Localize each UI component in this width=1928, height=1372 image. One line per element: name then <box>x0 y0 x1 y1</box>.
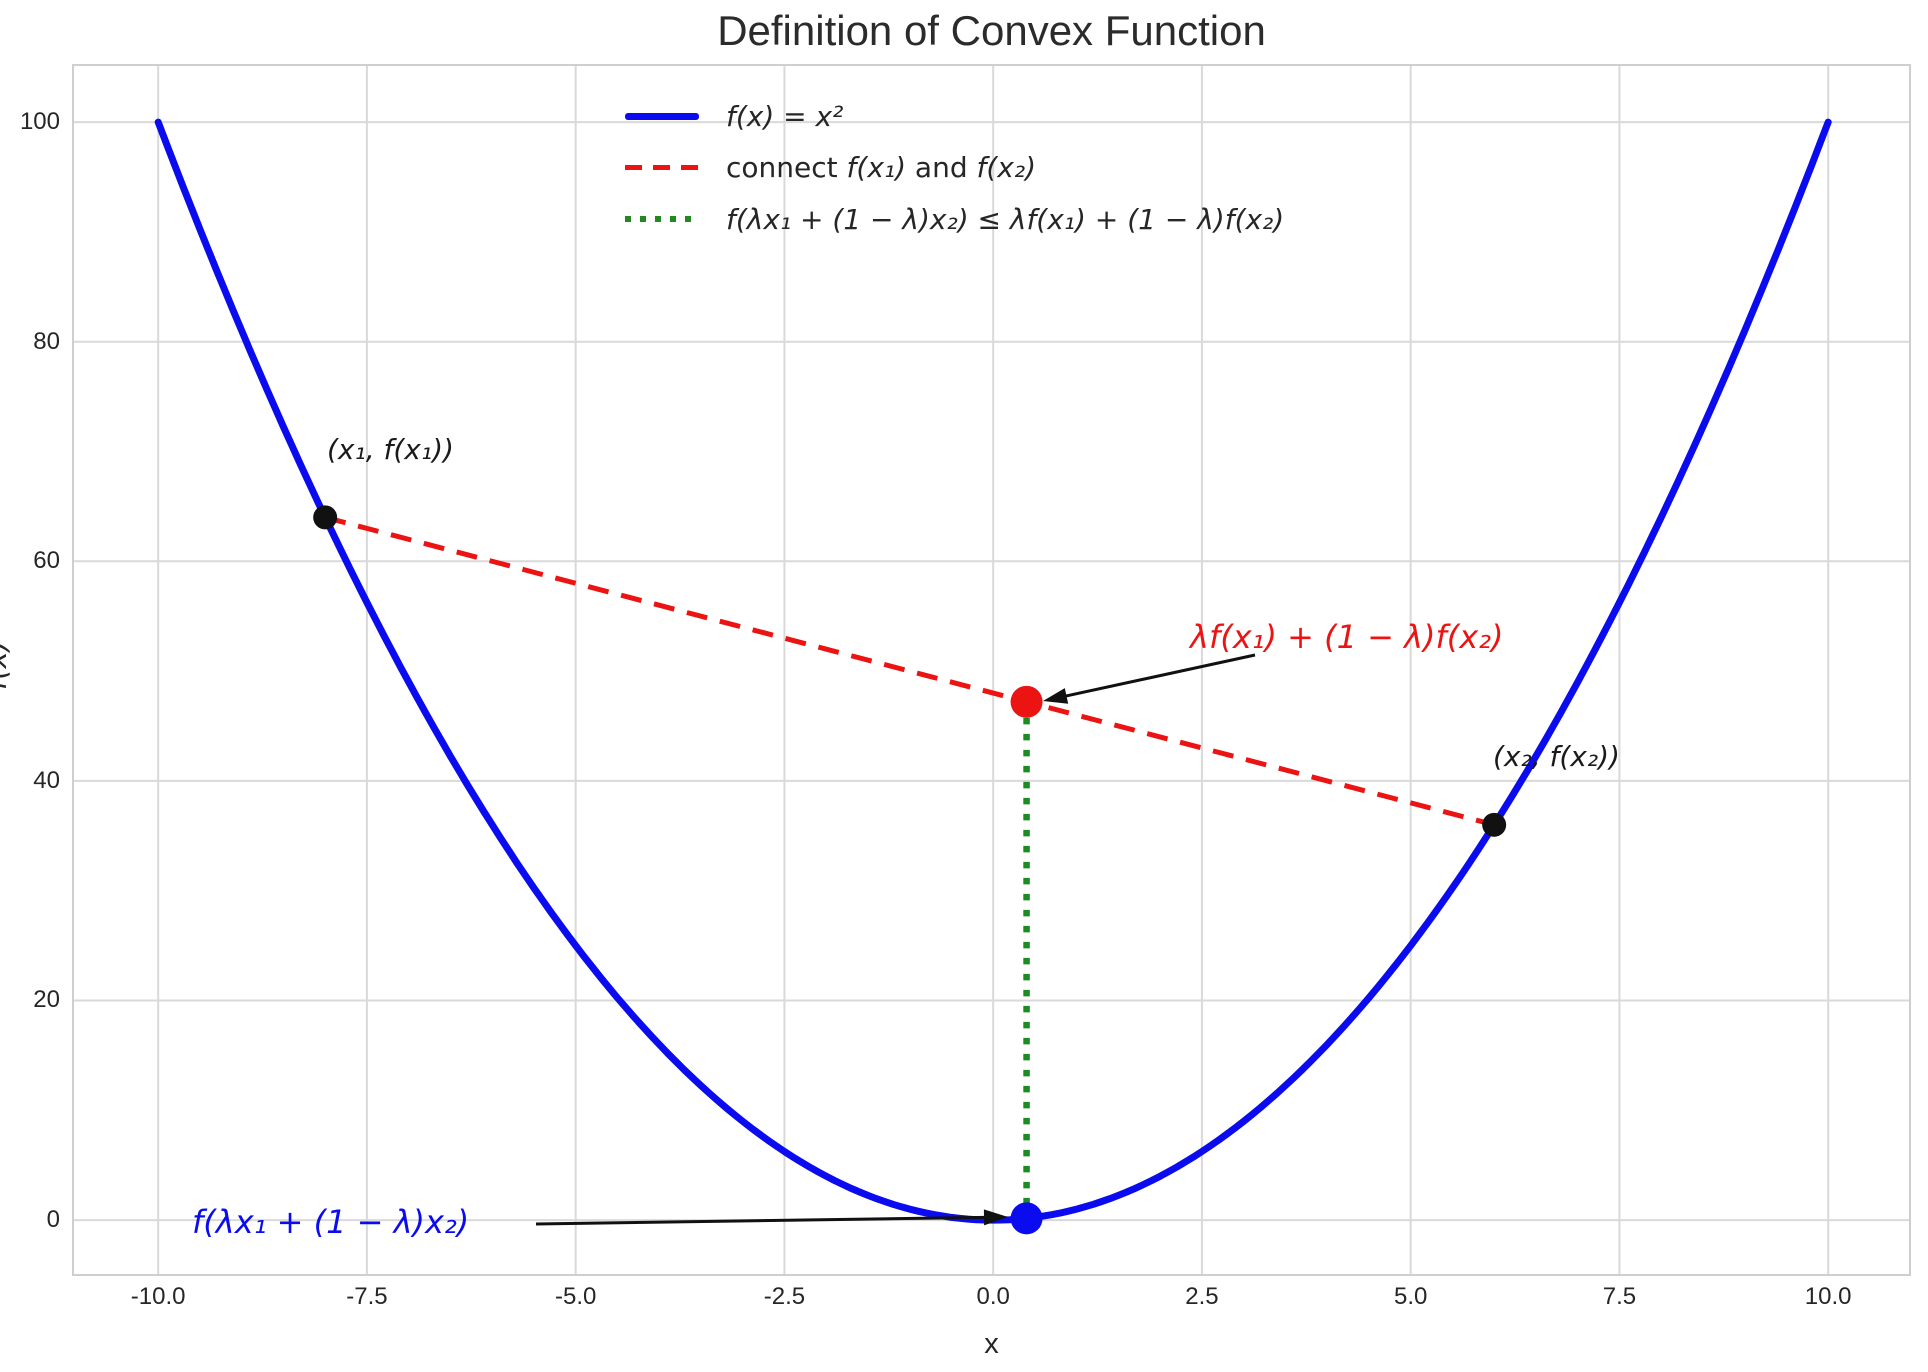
chord-annotation-arrow-head <box>1043 688 1069 704</box>
legend-label-chord: connect f(x₁) and f(x₂) <box>726 151 1036 184</box>
curve-annotation-arrow <box>535 1215 994 1226</box>
point-curve <box>1010 1202 1043 1235</box>
point-chord <box>1010 685 1043 718</box>
legend-label-inequality: f(λx₁ + (1 − λ)x₂) ≤ λf(x₁) + (1 − λ)f(x… <box>726 202 1285 236</box>
x-tick-label: 7.5 <box>1602 1283 1637 1310</box>
legend-label-chord-math-1: f(x₁) <box>846 150 907 184</box>
legend-item-chord: connect f(x₁) and f(x₂) <box>625 148 1036 186</box>
x-tick-label: -5.0 <box>554 1283 597 1310</box>
legend-item-curve: f(x) = x² <box>625 97 843 135</box>
x-tick-label: 10.0 <box>1804 1283 1852 1310</box>
legend-label-chord-math-2: f(x₂) <box>976 150 1037 184</box>
chart-title: Definition of Convex Function <box>717 7 1266 54</box>
x-tick-label: -10.0 <box>130 1283 186 1310</box>
legend-label-chord-text-1: connect <box>726 150 847 184</box>
legend-line-solid-icon <box>625 112 699 120</box>
y-tick-label: 60 <box>33 547 60 575</box>
y-tick-label: 0 <box>46 1206 60 1234</box>
chord-line <box>324 514 1495 828</box>
chord-annotation-arrow <box>1056 653 1256 700</box>
legend-label-curve: f(x) = x² <box>726 99 844 133</box>
y-tick-label: 40 <box>33 766 60 794</box>
point-x2 <box>1482 812 1507 837</box>
legend-line-dotted-icon <box>625 216 699 222</box>
x-tick-label: 5.0 <box>1393 1283 1428 1310</box>
plot-border <box>72 64 1911 1276</box>
legend-label-chord-text-2: and <box>906 150 977 184</box>
chord-annotation: λf(x₁) + (1 − λ)f(x₂) <box>1190 618 1504 656</box>
x-tick-label: -7.5 <box>346 1283 388 1310</box>
y-tick-label: 100 <box>19 108 60 136</box>
x-tick-label: -2.5 <box>763 1283 806 1310</box>
legend-line-dashed-icon <box>625 164 699 170</box>
y-tick-label: 80 <box>33 327 60 355</box>
curve-annotation-arrow-head <box>983 1209 1008 1226</box>
y-axis-label: f(x) <box>0 640 13 690</box>
point-label-x2: (x₂, f(x₂)) <box>1493 740 1620 773</box>
y-tick-label: 20 <box>33 986 60 1014</box>
point-x1 <box>313 505 338 530</box>
legend-item-inequality: f(λx₁ + (1 − λ)x₂) ≤ λf(x₁) + (1 − λ)f(x… <box>625 200 1284 238</box>
point-label-x1: (x₁, f(x₁)) <box>327 433 454 466</box>
x-tick-label: 0.0 <box>976 1283 1010 1310</box>
curve-annotation: f(λx₁ + (1 − λ)x₂) <box>192 1203 470 1241</box>
x-tick-label: 2.5 <box>1185 1283 1219 1310</box>
x-axis-label: x <box>984 1328 999 1360</box>
